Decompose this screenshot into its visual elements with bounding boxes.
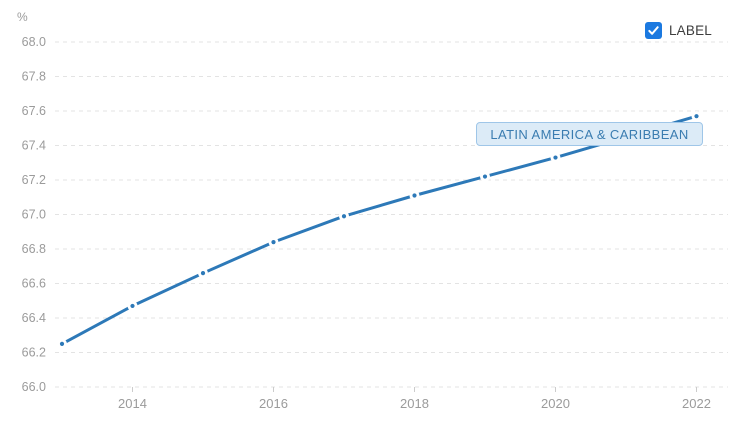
y-axis-tick-label: 67.4 [22, 139, 46, 153]
y-axis-tick-label: 67.0 [22, 208, 46, 222]
x-axis-tick-label: 2018 [400, 396, 429, 411]
data-point-marker [553, 155, 558, 160]
y-axis-tick-label: 66.8 [22, 242, 46, 256]
data-point-marker [200, 271, 206, 276]
checkmark-icon [648, 26, 659, 35]
y-axis-tick-label: 67.2 [22, 173, 46, 187]
y-axis-tick-label: 66.0 [22, 380, 46, 394]
x-axis-tick-label: 2016 [259, 396, 288, 411]
data-point-marker [694, 114, 699, 119]
series-line [60, 114, 698, 346]
y-axis-unit-label: % [17, 10, 28, 24]
data-point-marker [271, 240, 276, 245]
data-point-marker [412, 193, 417, 198]
data-point-marker [482, 174, 488, 179]
x-axis-tick-label: 2022 [682, 396, 711, 411]
y-axis-tick-label: 66.2 [22, 346, 46, 360]
data-point-marker [59, 341, 65, 346]
series-label-box[interactable]: LATIN AMERICA & CARIBBEAN [476, 122, 703, 146]
y-axis-tick-label: 67.8 [22, 70, 46, 84]
legend-label[interactable]: LABEL [668, 23, 712, 38]
y-axis-tick-label: 67.6 [22, 104, 46, 118]
data-point-marker [130, 303, 135, 309]
x-axis-tick-label: 2020 [541, 396, 570, 411]
data-point-marker [341, 214, 347, 219]
y-axis-tick-label: 66.6 [22, 277, 46, 291]
legend[interactable]: LABEL [644, 22, 712, 39]
legend-checkbox[interactable] [644, 22, 662, 39]
x-axis-tick-label: 2014 [118, 396, 147, 411]
y-axis-tick-label: 68.0 [22, 35, 46, 49]
y-axis-tick-label: 66.4 [22, 311, 46, 325]
